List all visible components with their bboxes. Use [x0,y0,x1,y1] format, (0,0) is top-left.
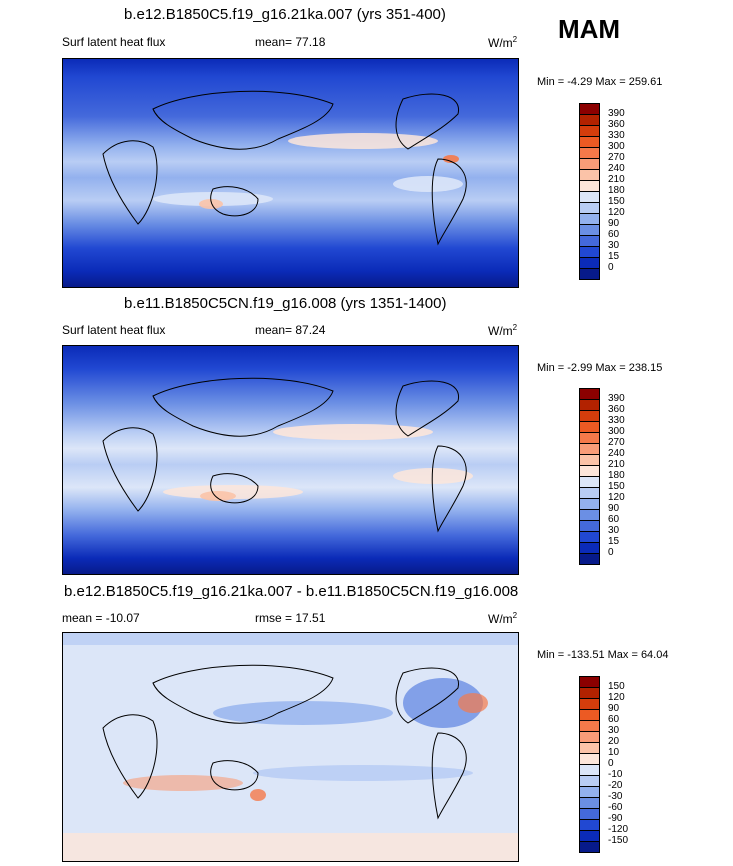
panel3-mean-label: mean = -10.07 [62,611,140,625]
panel1-title: b.e12.B1850C5.f19_g16.21ka.007 (yrs 351-… [124,6,446,23]
panel3-units: W/m2 [488,611,518,626]
panel3-map [62,632,519,862]
colorbar-tick-label: 300 [608,426,625,437]
colorbar-tick-label: 60 [608,714,620,725]
colorbar-tick-label: 300 [608,141,625,152]
panel3-title: b.e12.B1850C5.f19_g16.21ka.007 - b.e11.B… [64,583,519,600]
colorbar-tick-label: 330 [608,415,625,426]
colorbar-tick-label: 15 [608,536,620,547]
panel3-rmse-label: rmse = 17.51 [255,611,326,625]
colorbar-tick-label: 30 [608,725,620,736]
colorbar-tick-label: 150 [608,681,625,692]
colorbar-tick-label: 10 [608,747,620,758]
colorbar-tick-label: 390 [608,108,625,119]
panel2-minmax: Min = -2.99 Max = 238.15 [537,362,663,374]
colorbar-tick-label: 360 [608,404,625,415]
colorbar-tick-label: 120 [608,492,625,503]
panel1-map [62,58,519,288]
colorbar-tick-label: 90 [608,503,620,514]
colorbar-tick-label: 270 [608,152,625,163]
colorbar-tick-label: -60 [608,802,623,813]
colorbar-tick-label: 390 [608,393,625,404]
panel2-variable-label: Surf latent heat flux [62,323,166,337]
colorbar-tick-label: 360 [608,119,625,130]
colorbar-tick-label: -150 [608,835,629,846]
colorbar-tick-label: -30 [608,791,623,802]
panel2-title: b.e11.B1850C5CN.f19_g16.008 (yrs 1351-14… [124,295,447,312]
colorbar-tick-label: 270 [608,437,625,448]
panel1-variable-label: Surf latent heat flux [62,35,166,49]
season-label: MAM [558,14,621,44]
colorbar-tick-label: 0 [608,758,614,769]
colorbar-swatch [579,268,600,280]
colorbar-tick-label: -10 [608,769,623,780]
colorbar-tick-label: 120 [608,692,625,703]
colorbar-tick-label: -90 [608,813,623,824]
colorbar-tick-label: 150 [608,481,625,492]
colorbar-tick-label: 30 [608,525,620,536]
panel3-minmax: Min = -133.51 Max = 64.04 [537,649,669,661]
panel2-mean-label: mean= 87.24 [255,323,326,337]
colorbar-tick-label: 120 [608,207,625,218]
colorbar-tick-label: 330 [608,130,625,141]
colorbar-tick-label: 60 [608,229,620,240]
colorbar-tick-label: 240 [608,448,625,459]
colorbar-tick-label: 0 [608,547,614,558]
colorbar-tick-label: 240 [608,163,625,174]
panel1-units: W/m2 [488,35,518,50]
colorbar-tick-label: 90 [608,703,620,714]
colorbar-tick-label: 60 [608,514,620,525]
panel1-minmax: Min = -4.29 Max = 259.61 [537,76,663,88]
colorbar-tick-label: 150 [608,196,625,207]
colorbar-tick-label: 15 [608,251,620,262]
colorbar-tick-label: 180 [608,185,625,196]
colorbar-tick-label: 0 [608,262,614,273]
colorbar-tick-label: 90 [608,218,620,229]
colorbar-swatch [579,553,600,565]
colorbar-swatch [579,841,600,853]
colorbar-tick-label: 20 [608,736,620,747]
panel2-units: W/m2 [488,323,518,338]
panel1-mean-label: mean= 77.18 [255,35,326,49]
colorbar-tick-label: 210 [608,174,625,185]
colorbar-tick-label: -120 [608,824,629,835]
panel2-map [62,345,519,575]
colorbar-tick-label: 180 [608,470,625,481]
colorbar-tick-label: 210 [608,459,625,470]
colorbar-tick-label: -20 [608,780,623,791]
colorbar-tick-label: 30 [608,240,620,251]
